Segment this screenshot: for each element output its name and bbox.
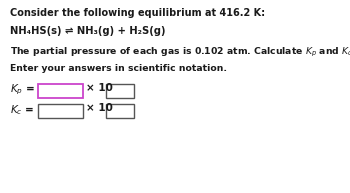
Text: NH₄HS(s) ⇌ NH₃(g) + H₂S(g): NH₄HS(s) ⇌ NH₃(g) + H₂S(g) — [10, 26, 166, 36]
Text: $\mathit{K_p}$ =: $\mathit{K_p}$ = — [10, 83, 35, 97]
FancyBboxPatch shape — [106, 104, 134, 118]
FancyBboxPatch shape — [106, 84, 134, 98]
Text: Enter your answers in scientific notation.: Enter your answers in scientific notatio… — [10, 64, 228, 73]
FancyBboxPatch shape — [38, 104, 83, 118]
Text: × 10: × 10 — [86, 103, 113, 113]
FancyBboxPatch shape — [38, 84, 83, 98]
Text: Consider the following equilibrium at 416.2 K:: Consider the following equilibrium at 41… — [10, 8, 266, 18]
Text: × 10: × 10 — [86, 83, 113, 93]
Text: $\mathit{K_c}$ =: $\mathit{K_c}$ = — [10, 103, 35, 117]
Text: The partial pressure of each gas is 0.102 atm. Calculate $\mathit{K_p}$ and $\ma: The partial pressure of each gas is 0.10… — [10, 46, 350, 59]
